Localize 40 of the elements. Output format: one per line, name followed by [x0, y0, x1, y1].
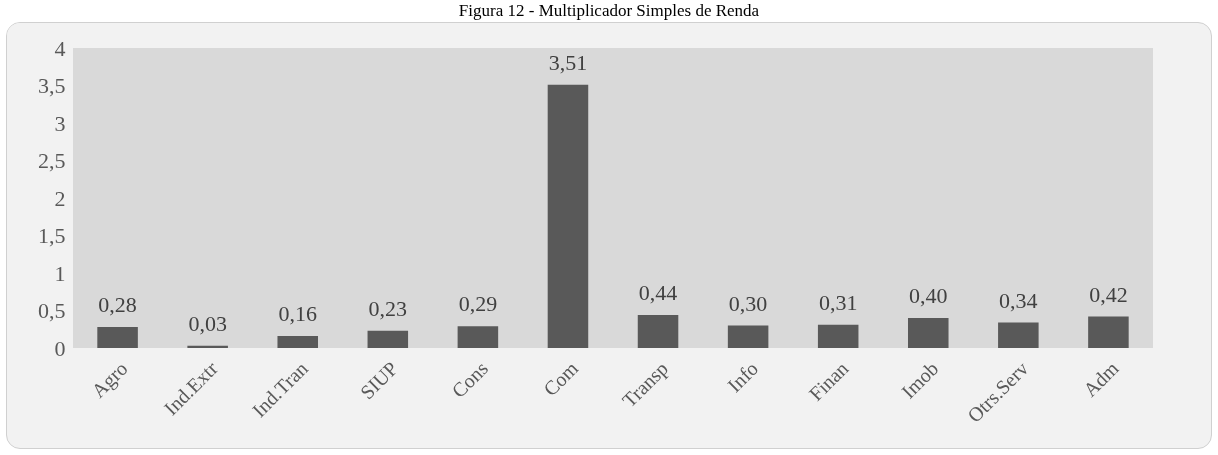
- x-tick-label: Agro: [87, 357, 133, 403]
- y-tick-label: 3: [54, 110, 66, 136]
- data-label: 0,31: [818, 289, 858, 315]
- x-tick-label: Adm: [1078, 356, 1123, 401]
- data-label: 0,40: [909, 283, 948, 308]
- data-label: 0,30: [728, 290, 768, 316]
- data-label: 3,51: [548, 49, 588, 75]
- x-tick-label: Info: [723, 357, 763, 397]
- bar: [817, 324, 859, 348]
- bar: [998, 322, 1039, 348]
- bar: [637, 315, 679, 348]
- bar: [187, 345, 228, 348]
- y-tick-label: 3,5: [38, 73, 66, 98]
- bar: [277, 336, 318, 348]
- bar: [727, 325, 769, 348]
- data-label: 0,29: [458, 291, 498, 317]
- chart-title: Figura 12 - Multiplicador Simples de Renda: [457, 0, 761, 22]
- bar: [1088, 316, 1129, 348]
- y-tick-label: 0,5: [38, 298, 66, 323]
- y-tick-label: 0: [54, 335, 66, 361]
- data-label: 0,03: [188, 310, 227, 336]
- data-label: 0,44: [638, 280, 678, 305]
- data-label: 0,28: [98, 292, 137, 317]
- y-tick-label: 1: [54, 260, 66, 286]
- x-tick-label: Imob: [897, 357, 943, 403]
- y-tick-label: 2: [54, 185, 66, 211]
- data-label: 0,16: [278, 301, 317, 326]
- bar: [97, 327, 138, 348]
- bar: [367, 330, 409, 348]
- x-tick-label: Com: [539, 356, 583, 401]
- bar: [908, 318, 949, 348]
- data-label: 0,34: [999, 287, 1038, 313]
- data-label: 0,23: [368, 295, 408, 321]
- bar: [547, 84, 589, 348]
- bar: [457, 326, 499, 348]
- x-tick-label: Cons: [447, 356, 493, 402]
- y-tick-label: 2,5: [38, 148, 66, 173]
- data-label: 0,42: [1089, 281, 1128, 307]
- y-tick-label: 4: [54, 35, 66, 61]
- y-tick-label: 1,5: [38, 223, 66, 248]
